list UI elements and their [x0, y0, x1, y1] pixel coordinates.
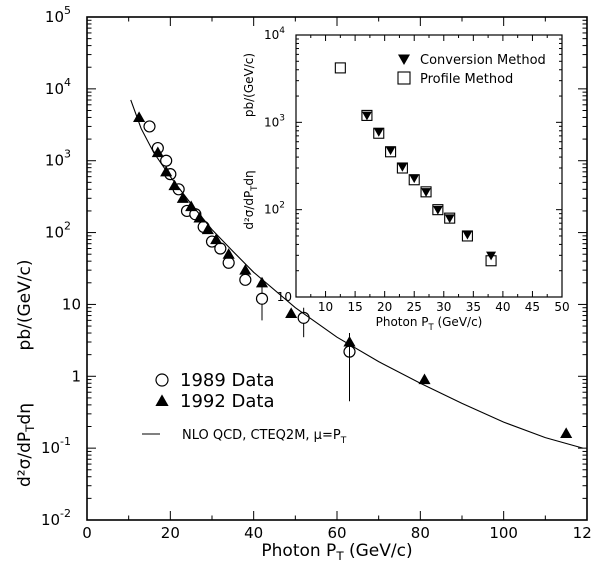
data-point [334, 62, 346, 74]
data-point [143, 120, 156, 133]
data-point [214, 242, 227, 255]
y-tick-label: 1 [71, 367, 81, 385]
data-point [210, 233, 223, 245]
x-tick-label: 25 [407, 300, 422, 314]
x-tick-label: 50 [554, 300, 569, 314]
data-point [373, 127, 385, 139]
y-tick-label: 104 [45, 76, 71, 98]
y-tick-label: 10-2 [41, 507, 71, 529]
data-point [385, 146, 396, 156]
y-tick-label: 103 [264, 113, 285, 129]
x-tick-label: 45 [525, 300, 540, 314]
data-point [193, 211, 206, 223]
data-point [409, 174, 420, 184]
data-point [432, 204, 444, 216]
x-tick-label: 120 [573, 524, 591, 542]
x-tick-label: 15 [347, 300, 362, 314]
y-axis-label-quantity: d²σ/dPTdη [15, 403, 37, 487]
x-tick-label: 0 [82, 524, 92, 542]
data-point [373, 128, 384, 137]
y-tick-label: 10 [62, 295, 81, 313]
data-point [222, 256, 235, 269]
series-nlo-qcd-cteq2m-p-t [130, 99, 583, 449]
x-axis-label: Photon PT (GeV/c) [376, 315, 483, 332]
y-tick-label: 10-1 [41, 435, 71, 457]
x-tick-label: 20 [377, 300, 392, 314]
inset-background [296, 35, 562, 297]
data-point [361, 109, 373, 121]
y-tick-label: 104 [264, 26, 285, 42]
data-point [421, 188, 432, 197]
data-point [201, 223, 214, 235]
x-tick-label: 80 [411, 524, 430, 542]
data-point [222, 248, 235, 259]
x-axis-label: Photon PT (GeV/c) [261, 541, 412, 562]
main-chart: 0 20 40 60 80 100 120 10-2 10-1 1 10 102 103 104 105 Ph… [15, 4, 591, 562]
x-tick-label: 40 [244, 524, 263, 542]
x-tick-label: 40 [495, 300, 510, 314]
data-point [444, 212, 456, 224]
data-point [285, 307, 298, 318]
data-point [560, 427, 573, 439]
data-point [385, 146, 397, 158]
data-point [462, 230, 473, 240]
y-tick-label: 105 [45, 4, 71, 26]
data-point [397, 163, 408, 172]
y-tick-label: 10 [277, 290, 292, 304]
x-tick-label: 10 [318, 300, 333, 314]
data-point [461, 230, 473, 242]
data-point [432, 205, 443, 215]
x-tick-label: 100 [489, 524, 518, 542]
legend-label: Conversion Method [420, 53, 546, 68]
legend-marker [397, 71, 411, 85]
x-tick-label: 60 [327, 524, 346, 542]
y-axis-label-units: pb/(GeV/c) [15, 260, 35, 351]
series-profile-method [334, 62, 497, 267]
data-point [396, 162, 408, 174]
x-tick-label: 35 [466, 300, 481, 314]
legend-label: 1992 Data [180, 391, 275, 412]
series-1992-data [133, 111, 573, 439]
y-tick-label: 102 [264, 201, 285, 217]
data-point [420, 186, 432, 198]
legend-marker [155, 394, 169, 406]
data-point [408, 174, 420, 186]
legend-label: NLO QCD, CTEQ2M, μ=PT [182, 428, 347, 446]
x-tick-label: 20 [161, 524, 180, 542]
data-point [444, 214, 455, 224]
data-point [239, 264, 252, 275]
y-axis-label-quantity: d²σ/dPTdη [242, 170, 259, 229]
data-point [255, 292, 269, 305]
data-point [485, 255, 497, 267]
legend-marker [155, 373, 169, 387]
data-point [176, 192, 189, 203]
data-point [343, 335, 356, 347]
data-point [255, 276, 269, 288]
x-tick-label: 30 [436, 300, 451, 314]
y-tick-label: 102 [45, 220, 71, 242]
legend-label: 1989 Data [180, 370, 275, 391]
y-axis-label-units: pb/(GeV/c) [242, 53, 256, 117]
inset-chart: 10 15 20 25 30 35 40 45 50 10 102 103 104 Photon PT (… [242, 26, 570, 332]
data-point [133, 111, 146, 122]
legend-label: Profile Method [420, 72, 513, 87]
data-point [168, 179, 181, 191]
theory-curve [130, 99, 583, 449]
data-point [361, 111, 372, 121]
y-tick-label: 103 [45, 148, 71, 170]
data-point [418, 373, 431, 385]
legend: Conversion Method Profile Method [397, 53, 546, 87]
data-point [239, 273, 252, 286]
legend-marker [398, 54, 410, 65]
